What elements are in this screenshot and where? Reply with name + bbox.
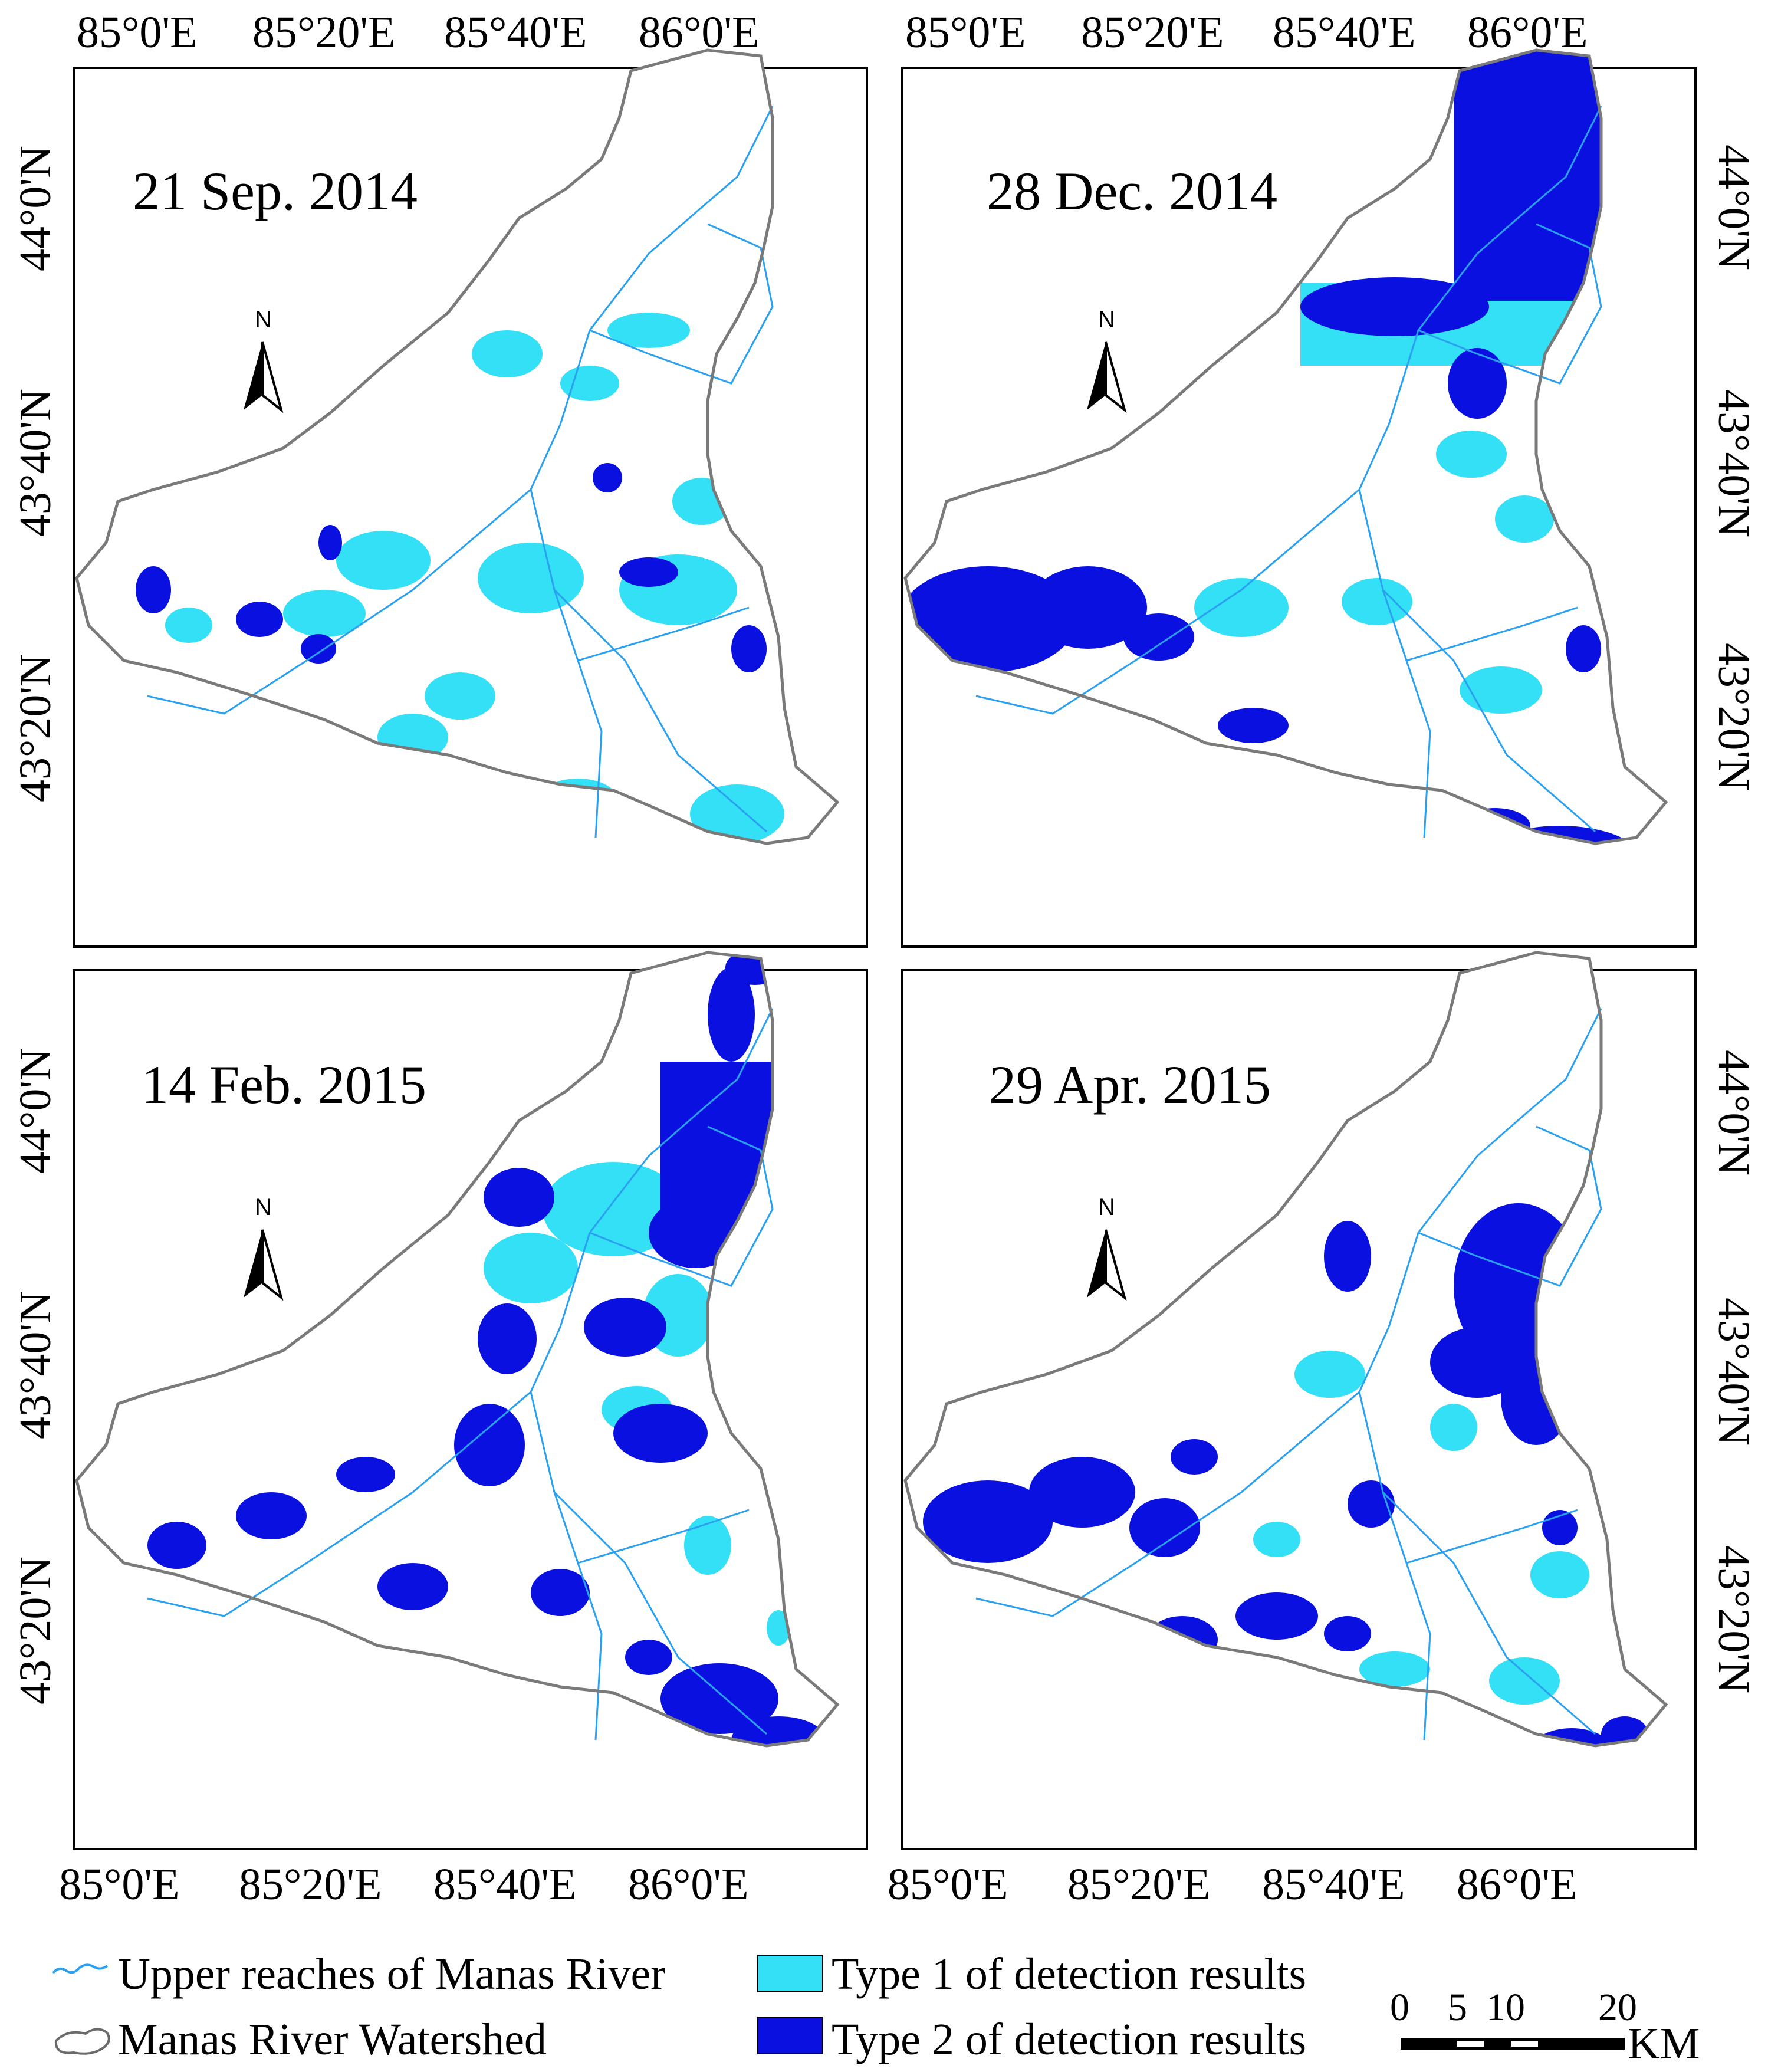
svg-text:85°0'E: 85°0'E [905, 8, 1026, 57]
svg-text:86°0'E: 86°0'E [1467, 8, 1588, 57]
type2-swatch [757, 2017, 823, 2054]
watershed-map [77, 50, 837, 891]
svg-text:86°0'E: 86°0'E [1457, 1860, 1578, 1909]
north-arrow-label: N [255, 1194, 272, 1220]
river-network [975, 106, 1602, 838]
river-network [147, 1008, 774, 1741]
scale-bar: 0 5 10 20 KM [1390, 1986, 1700, 2068]
svg-text:85°40'E: 85°40'E [1273, 8, 1416, 57]
svg-text:Type 2 of detection results: Type 2 of detection results [832, 2015, 1306, 2064]
svg-text:86°0'E: 86°0'E [639, 8, 760, 57]
svg-text:86°0'E: 86°0'E [628, 1860, 749, 1909]
svg-text:44°0'N: 44°0'N [11, 1048, 60, 1174]
svg-text:85°20'E: 85°20'E [1067, 1860, 1211, 1909]
latitude-labels-left-bottom: 44°0'N 43°40'N 43°20'N [11, 1048, 60, 1705]
latitude-labels-right-top: 44°0'N 43°40'N 43°20'N [1709, 145, 1759, 791]
svg-text:85°40'E: 85°40'E [444, 8, 587, 57]
legend-type2-item: Type 2 of detection results [757, 2015, 1306, 2064]
map-panel-feb-2015: 14 Feb. 2015 N [73, 950, 868, 1850]
svg-text:85°40'E: 85°40'E [433, 1860, 577, 1909]
svg-text:85°0'E: 85°0'E [59, 1860, 180, 1909]
svg-text:85°40'E: 85°40'E [1262, 1860, 1405, 1909]
svg-text:43°40'N: 43°40'N [1709, 1298, 1759, 1446]
svg-text:Manas River Watershed: Manas River Watershed [118, 2015, 547, 2064]
north-arrow: N [244, 1194, 284, 1301]
north-arrow-label: N [1098, 307, 1115, 333]
longitude-labels-bottom-right: 85°0'E 85°20'E 85°40'E 86°0'E [888, 1860, 1578, 1909]
svg-text:43°20'N: 43°20'N [11, 654, 60, 802]
map-panel-sep-2014: 21 Sep. 2014 N [73, 50, 868, 948]
svg-text:43°40'N: 43°40'N [11, 389, 60, 537]
type1-detections [1253, 1351, 1589, 1705]
north-arrow: N [1087, 1194, 1127, 1301]
type1-detections [165, 313, 784, 843]
type2-detections [136, 463, 767, 796]
river-network [147, 106, 774, 838]
svg-text:10: 10 [1486, 1986, 1525, 2029]
map-panel-dec-2014: 28 Dec. 2014 N [901, 47, 1697, 948]
map-panel-apr-2015: 29 Apr. 2015 N [901, 953, 1697, 1850]
svg-text:85°20'E: 85°20'E [252, 8, 396, 57]
svg-text:20: 20 [1598, 1986, 1637, 2029]
panel-date-label: 28 Dec. 2014 [987, 161, 1277, 221]
panel-date-label: 14 Feb. 2015 [142, 1055, 426, 1115]
svg-text:0: 0 [1390, 1986, 1409, 2029]
legend: Upper reaches of Manas River Manas River… [52, 1949, 1306, 2064]
watershed-outline-icon [54, 2028, 110, 2055]
svg-text:Type 1 of detection results: Type 1 of detection results [832, 1949, 1306, 1999]
panel-date-label: 29 Apr. 2015 [989, 1055, 1271, 1115]
svg-text:5: 5 [1448, 1986, 1467, 2029]
river-line-icon [52, 1963, 109, 1974]
type1-swatch [757, 1955, 823, 1992]
svg-text:KM: KM [1628, 2019, 1700, 2068]
north-arrow: N [1087, 307, 1127, 413]
river-network [975, 1008, 1602, 1741]
panel-date-label: 21 Sep. 2014 [133, 161, 418, 221]
svg-text:43°40'N: 43°40'N [1709, 389, 1759, 537]
svg-text:85°20'E: 85°20'E [239, 1860, 382, 1909]
latitude-labels-left-top: 44°0'N 43°40'N 43°20'N [11, 146, 60, 802]
svg-text:44°0'N: 44°0'N [1709, 1050, 1759, 1175]
watershed-map [905, 953, 1666, 1775]
legend-river-item: Upper reaches of Manas River [52, 1949, 666, 1999]
svg-text:43°20'N: 43°20'N [1709, 643, 1759, 791]
svg-text:85°20'E: 85°20'E [1081, 8, 1224, 57]
svg-text:43°20'N: 43°20'N [1709, 1545, 1759, 1693]
watershed-map [77, 950, 837, 1764]
legend-type1-item: Type 1 of detection results [757, 1949, 1306, 1999]
svg-text:44°0'N: 44°0'N [1709, 145, 1759, 270]
longitude-labels-top-left: 85°0'E 85°20'E 85°40'E 86°0'E [77, 8, 760, 57]
north-arrow: N [244, 307, 284, 413]
svg-text:85°0'E: 85°0'E [888, 1860, 1008, 1909]
legend-watershed-item: Manas River Watershed [54, 2015, 547, 2064]
longitude-labels-top-right: 85°0'E 85°20'E 85°40'E 86°0'E [905, 8, 1588, 57]
svg-text:43°40'N: 43°40'N [11, 1291, 60, 1439]
svg-text:44°0'N: 44°0'N [11, 146, 60, 271]
north-arrow-label: N [255, 307, 272, 333]
svg-text:43°20'N: 43°20'N [11, 1557, 60, 1705]
latitude-labels-right-bottom: 44°0'N 43°40'N 43°20'N [1709, 1050, 1759, 1693]
north-arrow-label: N [1098, 1194, 1115, 1220]
svg-text:Upper reaches of Manas River: Upper reaches of Manas River [118, 1949, 666, 1999]
longitude-labels-bottom-left: 85°0'E 85°20'E 85°40'E 86°0'E [59, 1860, 749, 1909]
svg-text:85°0'E: 85°0'E [77, 8, 198, 57]
